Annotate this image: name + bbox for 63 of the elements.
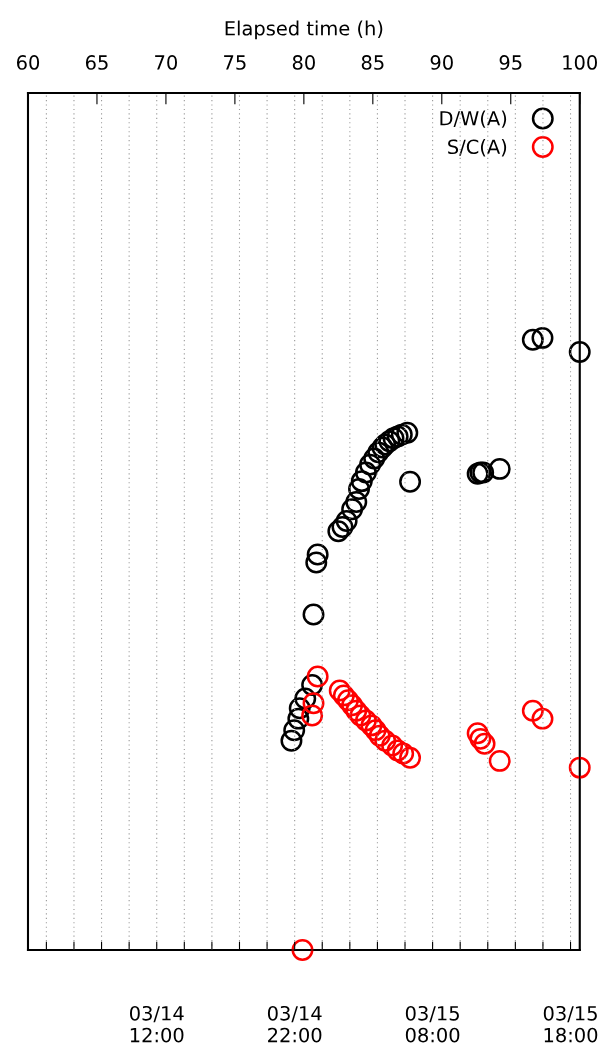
x-tick-label: 70 (155, 55, 178, 70)
point (345, 490, 368, 513)
point (360, 714, 383, 737)
point (386, 739, 409, 762)
legend-label: S/C(A) (448, 139, 507, 157)
point (335, 509, 358, 532)
x-axis-title: Elapsed time (h) (225, 20, 383, 40)
point (328, 679, 351, 702)
point (349, 704, 372, 727)
point (488, 749, 511, 772)
point (341, 498, 364, 521)
point (399, 470, 422, 493)
point (396, 421, 419, 444)
x-tick-label: 95 (499, 55, 522, 70)
point (305, 551, 328, 574)
point (359, 453, 382, 476)
point (473, 732, 496, 755)
point (280, 729, 303, 752)
point (337, 689, 359, 712)
point (301, 704, 324, 727)
point (568, 756, 591, 779)
point (368, 724, 391, 747)
point (392, 742, 415, 765)
point (348, 478, 371, 501)
point (345, 699, 368, 722)
point (306, 665, 329, 688)
point (364, 719, 387, 742)
point (287, 707, 310, 730)
point (521, 328, 544, 351)
point (568, 341, 591, 363)
point (283, 719, 306, 742)
point (354, 461, 377, 484)
point (306, 543, 329, 566)
x-tick-label: 65 (85, 55, 108, 70)
point (291, 939, 314, 962)
x2-tick-label: 03/15 18:00 (543, 1005, 598, 1043)
point (332, 684, 355, 707)
x-tick-label: 100 (563, 55, 597, 70)
point (350, 470, 373, 493)
point (531, 707, 554, 730)
point (531, 326, 554, 349)
x-tick-label: 75 (224, 55, 246, 70)
point (399, 746, 422, 769)
x2-tick-label: 03/15 08:00 (405, 1005, 460, 1043)
point (488, 457, 511, 480)
point (374, 729, 397, 752)
point (354, 709, 377, 732)
point (341, 694, 364, 717)
x2-tick-label: 03/14 12:00 (129, 1005, 184, 1043)
point (367, 441, 390, 464)
point (469, 727, 492, 750)
x-tick-label: 85 (361, 55, 384, 70)
point (521, 699, 544, 722)
point (466, 722, 489, 745)
point (381, 734, 404, 757)
point (363, 447, 386, 470)
point (302, 692, 325, 715)
x-tick-label: 90 (430, 55, 453, 70)
point (302, 603, 325, 626)
x-tick-label: 80 (292, 55, 315, 70)
x-tick-label: 60 (16, 55, 40, 70)
x2-tick-label: 03/14 22:00 (267, 1005, 322, 1043)
legend-label: D/W(A) (440, 110, 507, 128)
